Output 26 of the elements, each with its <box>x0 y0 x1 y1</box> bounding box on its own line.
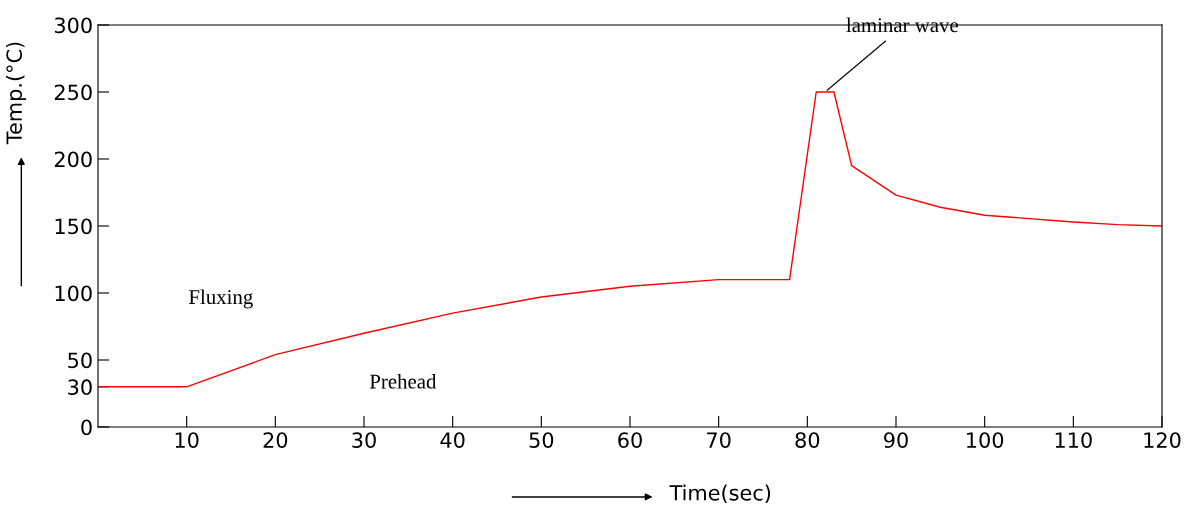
x-tick-label: 70 <box>707 432 731 448</box>
x-tick-label: 110 <box>1055 432 1092 448</box>
line-series <box>98 91 1162 388</box>
x-tick-label: 120 <box>1144 432 1181 448</box>
x-tick-label: 20 <box>263 432 288 448</box>
y-tick-label: 300 <box>54 17 92 34</box>
x-tick-label: 30 <box>352 432 376 448</box>
y-tick-label: 100 <box>55 285 92 302</box>
y-axis-title: Temp.(°C) <box>5 42 27 145</box>
y-tick-label: 250 <box>54 84 92 101</box>
x-tick-label: 40 <box>440 432 465 448</box>
x-tick-label: 100 <box>967 432 1004 448</box>
y-tick-label: 0 <box>81 419 92 436</box>
x-tick-label: 90 <box>884 432 908 448</box>
annotation: laminar wave <box>846 17 958 33</box>
x-tick-label: 50 <box>529 432 554 448</box>
y-tick-label: 50 <box>68 352 92 369</box>
annotation: Fluxing <box>189 289 253 309</box>
x-tick-label: 80 <box>795 432 820 448</box>
annotation: Prehead <box>369 373 437 389</box>
x-tick-label: 10 <box>175 432 199 448</box>
y-tick-label: 30 <box>68 379 92 396</box>
y-tick-label: 200 <box>54 151 92 168</box>
x-tick-label: 60 <box>618 432 642 448</box>
y-tick-label: 150 <box>55 218 92 235</box>
x-axis-title: Time(sec) <box>669 484 771 504</box>
